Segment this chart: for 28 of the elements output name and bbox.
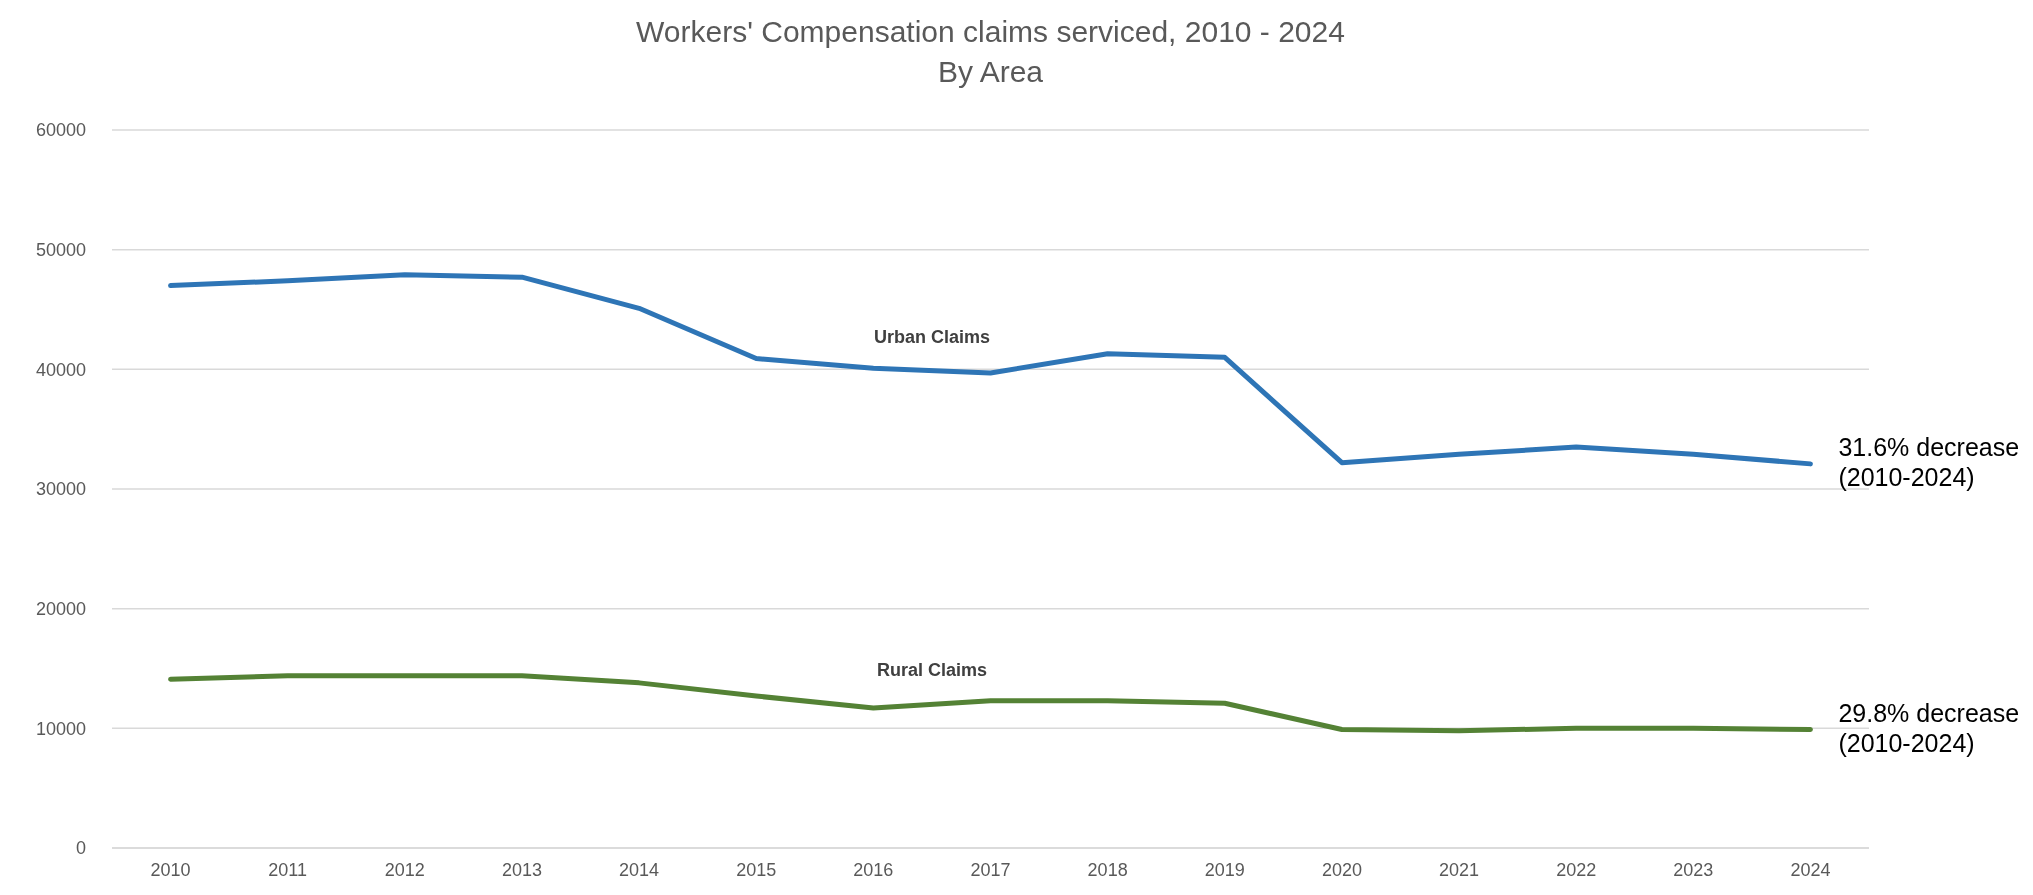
x-tick-label: 2011 <box>268 860 308 880</box>
x-tick-label: 2017 <box>970 860 1011 880</box>
annotation: 31.6% decrease (2010-2024) <box>1838 432 2020 491</box>
y-tick-label: 40000 <box>35 359 86 380</box>
x-tick-label: 2021 <box>1439 860 1480 880</box>
y-tick-label: 50000 <box>35 239 86 260</box>
chart-title: Workers' Compensation claims serviced, 2010 - 2024 <box>636 15 1345 48</box>
chart-subtitle: By Area <box>937 55 1044 88</box>
x-tick-label: 2013 <box>501 860 542 880</box>
x-tick-label: 2020 <box>1321 860 1362 880</box>
x-tick-label: 2010 <box>150 860 191 880</box>
x-tick-label: 2012 <box>384 860 425 880</box>
x-tick-label: 2022 <box>1556 860 1597 880</box>
x-tick-label: 2018 <box>1087 860 1128 880</box>
x-tick-label: 2015 <box>736 860 777 880</box>
x-tick-label: 2023 <box>1673 860 1714 880</box>
y-tick-label: 0 <box>75 838 86 859</box>
y-tick-label: 20000 <box>35 598 86 619</box>
y-tick-label: 30000 <box>35 479 86 500</box>
series-label: Urban Claims <box>873 326 990 347</box>
x-tick-label: 2014 <box>619 860 660 880</box>
x-tick-label: 2024 <box>1790 860 1831 880</box>
y-tick-label: 60000 <box>35 120 86 141</box>
x-tick-label: 2016 <box>853 860 894 880</box>
series-label: Rural Claims <box>876 660 987 681</box>
y-tick-label: 10000 <box>35 718 86 739</box>
x-tick-label: 2019 <box>1204 860 1245 880</box>
annotation: 29.8% decrease (2010-2024) <box>1838 698 2020 757</box>
